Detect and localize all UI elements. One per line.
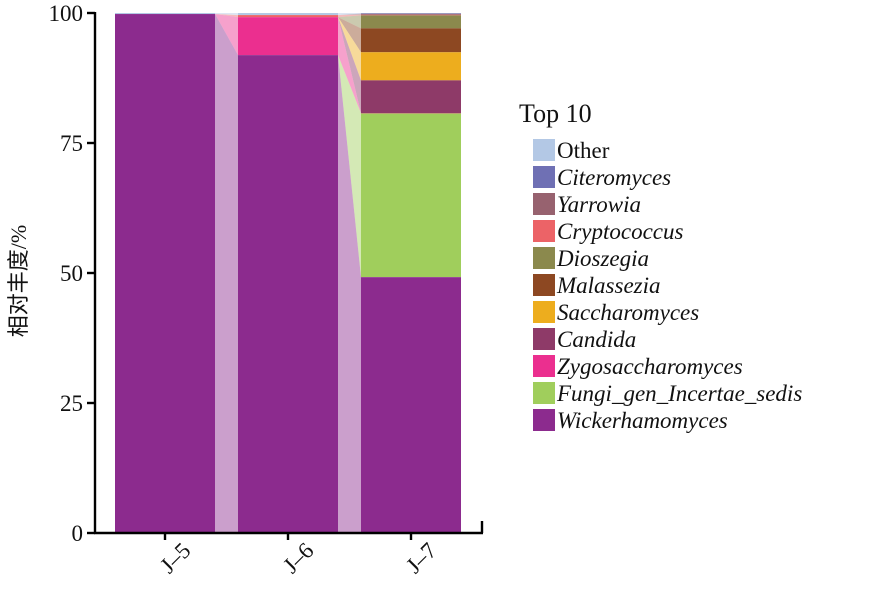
bar-segment-Citeromyces (361, 13, 461, 15)
bar-segment-Yarrowia (361, 13, 461, 15)
bars (115, 13, 461, 534)
bar-segment-Other (238, 13, 338, 16)
legend-item-label: Saccharomyces (557, 299, 700, 325)
ribbon-Zygosaccharomyces (338, 17, 361, 114)
legend: Top 10 Other Citeromyces Yarrowia Crypto… (517, 99, 802, 434)
legend-swatch-icon (533, 274, 555, 297)
ribbon-Zygosaccharomyces (215, 14, 238, 56)
y-tick-label: 0 (72, 521, 84, 546)
ribbon-Saccharomyces (338, 17, 361, 81)
legend-item-fungi-gen-incertae-sedis: Fungi_gen_Incertae_sedis (533, 380, 802, 407)
legend-item-label: Citeromyces (557, 164, 672, 190)
bar-segment-Fungi_gen_Incertae_sedis (361, 113, 461, 278)
y-tick-label: 50 (60, 261, 83, 286)
ribbon-Other (338, 13, 361, 16)
ribbon-Dioszegia (338, 15, 361, 29)
y-tick-label: 25 (60, 391, 83, 416)
bar-segment-Candida (361, 80, 461, 114)
bar-segment-Cryptococcus (361, 14, 461, 16)
connector-ribbons (215, 13, 361, 534)
bar-segment-Wickerhamomyces (238, 55, 338, 534)
legend-item-citeromyces: Citeromyces (533, 164, 802, 191)
bar-segment-Wickerhamomyces (115, 14, 215, 534)
ribbon-Yarrowia (338, 13, 361, 16)
y-axis-title: 相对丰度/% (6, 225, 31, 337)
legend-item-label: Other (557, 137, 610, 163)
legend-swatch-icon (533, 139, 555, 162)
ribbon-Other (215, 13, 238, 16)
legend-swatch-icon (533, 409, 555, 432)
legend-item-label: Cryptococcus (557, 218, 684, 244)
stacked-bar-chart: 0 25 50 75 100 相对丰度/% J–5 J–6 J–7 (6, 1, 484, 578)
y-tick-label: 75 (60, 131, 83, 156)
legend-swatch-icon (533, 301, 555, 324)
bar-segment-Saccharomyces (361, 52, 461, 81)
legend-title: Top 10 (519, 99, 592, 128)
ribbon-Citeromyces (338, 13, 361, 16)
bar-segment-Zygosaccharomyces (361, 113, 461, 114)
bar-segment-Wickerhamomyces (361, 277, 461, 533)
legend-item-candida: Candida (533, 326, 802, 353)
legend-item-label: Wickerhamomyces (557, 407, 728, 433)
legend-item-label: Zygosaccharomyces (557, 353, 743, 379)
legend-item-label: Dioszegia (557, 245, 649, 271)
ribbon-Fungi_gen_Incertae_sedis (338, 55, 361, 278)
bar-segment-Malassezia (361, 28, 461, 53)
bar-segment-Cryptococcus (238, 15, 338, 18)
legend-item-saccharomyces: Saccharomyces (533, 299, 802, 326)
ribbon-Cryptococcus (338, 14, 361, 18)
bar-segment-Dioszegia (361, 15, 461, 29)
legend-item-zygosaccharomyces: Zygosaccharomyces (533, 353, 802, 380)
legend-item-other: Other (533, 137, 802, 164)
bar-segment-Other (361, 13, 461, 14)
ribbon-Malassezia (338, 17, 361, 53)
legend-swatch-icon (533, 193, 555, 216)
legend-item-label: Fungi_gen_Incertae_sedis (557, 380, 803, 406)
legend-swatch-icon (533, 247, 555, 270)
legend-item-yarrowia: Yarrowia (533, 191, 802, 218)
legend-item-dioszegia: Dioszegia (533, 245, 802, 272)
legend-swatch-icon (533, 166, 555, 189)
legend-item-label: Yarrowia (557, 191, 641, 217)
legend-item-cryptococcus: Cryptococcus (533, 218, 802, 245)
y-tick-label: 100 (49, 1, 84, 26)
legend-item-label: Malassezia (557, 272, 661, 298)
legend-swatch-icon (533, 355, 555, 378)
ribbon-Cryptococcus (215, 14, 238, 18)
legend-item-wickerhamomyces: Wickerhamomyces (533, 407, 802, 434)
ribbon-Wickerhamomyces (338, 55, 361, 534)
x-category-label: J–5 (155, 538, 195, 578)
legend-swatch-icon (533, 220, 555, 243)
ribbon-Candida (338, 17, 361, 114)
ribbon-Wickerhamomyces (215, 14, 238, 534)
x-category-label: J–7 (401, 538, 441, 578)
bar-segment-Other (115, 13, 215, 15)
x-category-label: J–6 (278, 538, 318, 578)
legend-item-label: Candida (557, 326, 637, 352)
legend-item-malassezia: Malassezia (533, 272, 802, 299)
legend-swatch-icon (533, 382, 555, 405)
legend-swatch-icon (533, 328, 555, 351)
bar-segment-Zygosaccharomyces (238, 17, 338, 56)
